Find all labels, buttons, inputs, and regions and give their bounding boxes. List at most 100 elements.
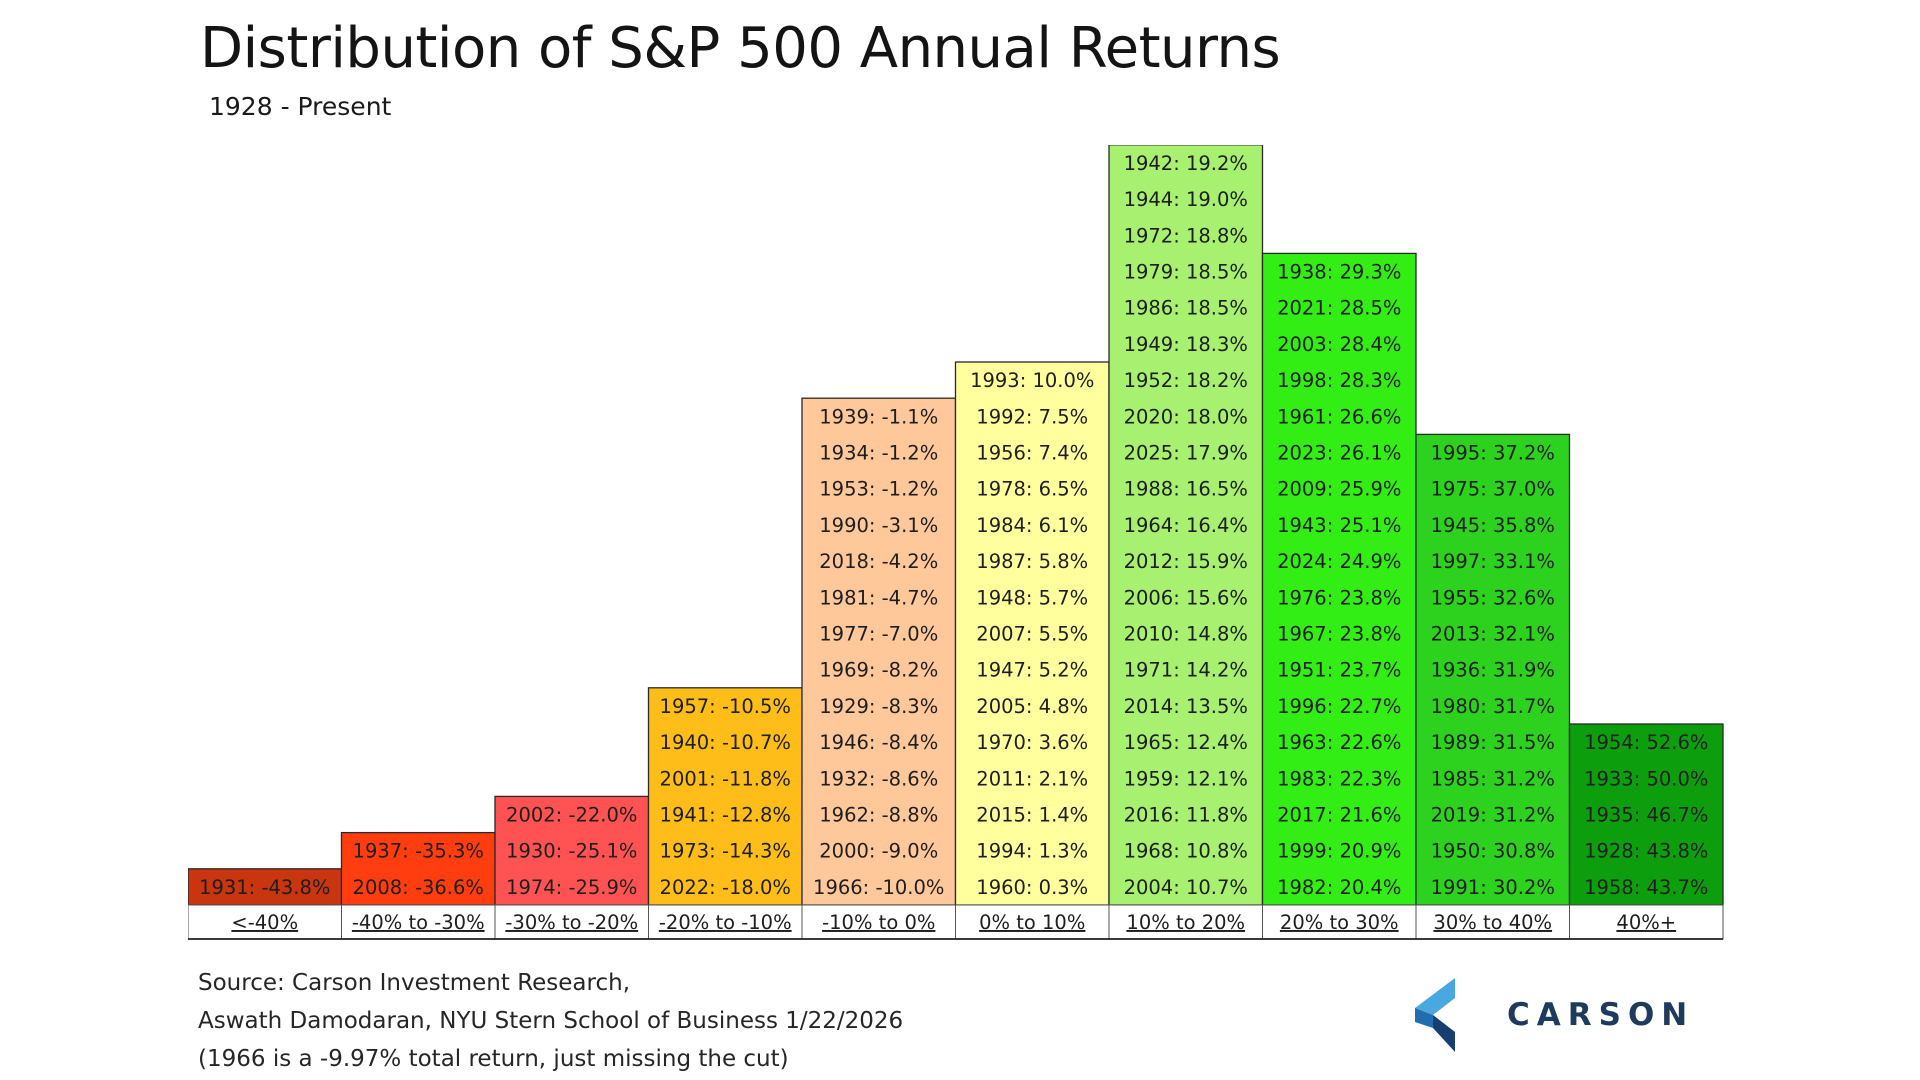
year-return-label: 2012: 15.9% (1124, 550, 1248, 573)
carson-wordmark: CARSON (1507, 997, 1695, 1033)
year-return-label: 1935: 46.7% (1584, 804, 1708, 827)
year-return-label: 1976: 23.8% (1277, 586, 1401, 609)
year-return-label: 2007: 5.5% (976, 623, 1088, 646)
year-return-label: 1939: -1.1% (819, 405, 938, 428)
year-return-label: 1954: 52.6% (1584, 731, 1708, 754)
year-return-label: 2016: 11.8% (1124, 804, 1248, 827)
histogram-bars: 1931: -43.8% 1937: -35.3% 2008: -36.6% 2002… (188, 145, 1724, 906)
year-return-label: 2001: -11.8% (660, 767, 791, 790)
year-return-label: 1984: 6.1% (976, 514, 1088, 537)
year-return-label: 2003: 28.4% (1277, 333, 1401, 356)
year-return-label: 2008: -36.6% (353, 876, 484, 899)
year-return-label: 1965: 12.4% (1124, 731, 1248, 754)
bin-bar (647, 687, 803, 906)
year-return-label: 2018: -4.2% (819, 550, 938, 573)
year-return-label: 1973: -14.3% (660, 840, 791, 863)
bin-column: 1957: -10.5% 1940: -10.7% 2001: -11.8% 1941… (647, 687, 803, 906)
bin-tick-label: -40% to -30% (352, 911, 485, 934)
returns-histogram: 1931: -43.8% 1937: -35.3% 2008: -36.6% 2002… (188, 145, 1724, 940)
year-return-label: 1968: 10.8% (1124, 840, 1248, 863)
year-return-label: 1990: -3.1% (819, 514, 938, 537)
year-return-label: 2011: 2.1% (976, 767, 1088, 790)
year-return-label: 1947: 5.2% (976, 659, 1088, 682)
year-return-label: 1948: 5.7% (976, 586, 1088, 609)
bin-bar (1568, 723, 1724, 906)
year-return-label: 1979: 18.5% (1124, 261, 1248, 284)
bin-column: 1954: 52.6% 1933: 50.0% 1935: 46.7% 1928: 4… (1568, 723, 1724, 906)
year-return-label: 1972: 18.8% (1124, 224, 1248, 247)
year-return-label: 1964: 16.4% (1124, 514, 1248, 537)
year-return-label: 2009: 25.9% (1277, 478, 1401, 501)
year-return-label: 1940: -10.7% (660, 731, 791, 754)
year-return-label: 2015: 1.4% (976, 804, 1088, 827)
year-return-label: 1974: -25.9% (506, 876, 637, 899)
year-return-label: 1977: -7.0% (819, 623, 938, 646)
year-return-label: 2010: 14.8% (1124, 623, 1248, 646)
bin-column: 1993: 10.0% 1992: 7.5% 1956: 7.4% 1978: 6.5… (954, 361, 1110, 906)
bin-tick-label: -10% to 0% (822, 911, 935, 934)
year-return-label: 1981: -4.7% (819, 586, 938, 609)
year-return-label: 1938: 29.3% (1277, 261, 1401, 284)
year-return-label: 1960: 0.3% (976, 876, 1088, 899)
source-line-1: Source: Carson Investment Research, (198, 970, 631, 996)
year-return-label: 1934: -1.2% (819, 442, 938, 465)
year-return-label: 2017: 21.6% (1277, 804, 1401, 827)
bin-axis: <-40% -40% to -30% -30% to -20% -20% to -10… (188, 904, 1724, 940)
year-return-label: 1999: 20.9% (1277, 840, 1401, 863)
year-return-label: 2019: 31.2% (1431, 804, 1555, 827)
bin-axis-cell (1108, 904, 1263, 940)
year-return-label: 1970: 3.6% (976, 731, 1088, 754)
year-return-label: 1956: 7.4% (976, 442, 1088, 465)
year-return-label: 2023: 26.1% (1277, 442, 1401, 465)
bin-bar (1108, 145, 1264, 906)
bin-column: 1931: -43.8% (188, 868, 343, 906)
year-return-label: 1949: 18.3% (1124, 333, 1248, 356)
year-return-label: 1932: -8.6% (819, 767, 938, 790)
source-line-3: (1966 is a -9.97% total return, just mis… (198, 1046, 789, 1072)
year-return-label: 1978: 6.5% (976, 478, 1088, 501)
bin-axis-cell (341, 904, 496, 940)
year-return-label: 1975: 37.0% (1431, 478, 1555, 501)
year-return-label: 1969: -8.2% (819, 659, 938, 682)
year-return-label: 1996: 22.7% (1277, 695, 1401, 718)
source-notes: Source: Carson Investment Research, Aswa… (198, 964, 903, 1078)
year-return-label: 2002: -22.0% (506, 804, 637, 827)
year-return-label: 1936: 31.9% (1431, 659, 1555, 682)
year-return-label: 1929: -8.3% (819, 695, 938, 718)
bin-column: 2002: -22.0% 1930: -25.1% 1974: -25.9% (494, 795, 650, 906)
bin-tick-label: <-40% (231, 911, 298, 934)
year-return-label: 1959: 12.1% (1124, 767, 1248, 790)
year-return-label: 1928: 43.8% (1584, 840, 1708, 863)
carson-logo: CARSON (1415, 975, 1715, 1055)
year-return-label: 1988: 16.5% (1124, 478, 1248, 501)
bin-bar (954, 361, 1110, 906)
year-return-label: 1950: 30.8% (1431, 840, 1555, 863)
year-return-label: 2022: -18.0% (660, 876, 791, 899)
year-return-label: 1962: -8.8% (819, 804, 938, 827)
year-return-label: 1998: 28.3% (1277, 369, 1401, 392)
bin-bar (801, 397, 957, 906)
year-return-label: 1941: -12.8% (660, 804, 791, 827)
year-return-label: 1987: 5.8% (976, 550, 1088, 573)
year-return-label: 1986: 18.5% (1124, 297, 1248, 320)
bin-tick-label: 0% to 10% (979, 911, 1085, 934)
year-return-label: 1993: 10.0% (970, 369, 1094, 392)
year-return-label: 1982: 20.4% (1277, 876, 1401, 899)
chart-title: Distribution of S&P 500 Annual Returns (200, 16, 1281, 81)
bin-axis-cell (955, 904, 1110, 940)
source-line-2: Aswath Damodaran, NYU Stern School of Bu… (198, 1008, 904, 1034)
year-return-label: 1946: -8.4% (819, 731, 938, 754)
year-return-label: 1971: 14.2% (1124, 659, 1248, 682)
bin-column: 1937: -35.3% 2008: -36.6% (340, 831, 496, 906)
bin-tick-label: -20% to -10% (659, 911, 792, 934)
year-return-label: 1943: 25.1% (1277, 514, 1401, 537)
year-return-label: 1930: -25.1% (506, 840, 637, 863)
bin-tick-label: 10% to 20% (1126, 911, 1245, 934)
year-return-label: 1953: -1.2% (819, 478, 938, 501)
year-return-label: 2021: 28.5% (1277, 297, 1401, 320)
year-return-label: 2013: 32.1% (1431, 623, 1555, 646)
year-return-label: 2014: 13.5% (1124, 695, 1248, 718)
bin-column: 1938: 29.3% 2021: 28.5% 2003: 28.4% 1998: 2… (1261, 252, 1417, 906)
carson-logo-mark-icon (1415, 978, 1455, 1052)
year-return-label: 1989: 31.5% (1431, 731, 1555, 754)
